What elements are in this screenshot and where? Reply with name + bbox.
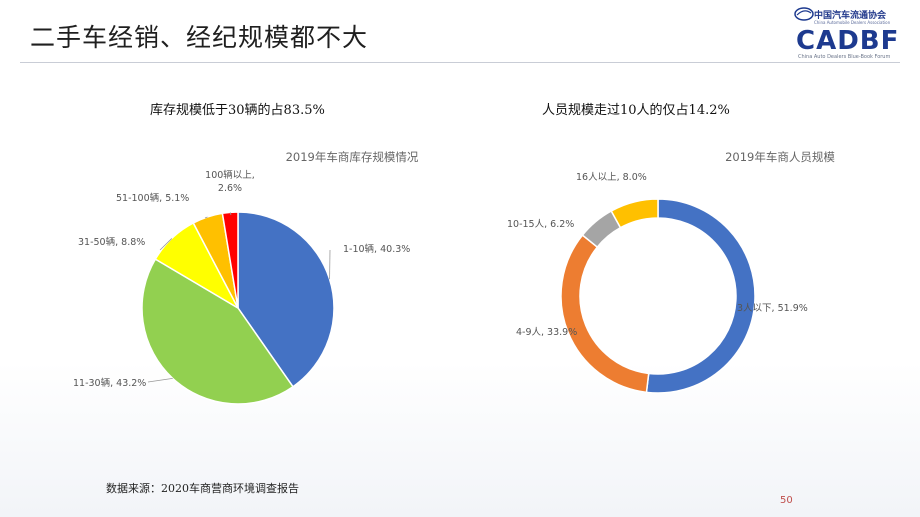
data-label-4-9人: 4-9人, 33.9% — [516, 327, 577, 338]
slice-16人以上 — [610, 198, 659, 229]
logo-wordmark: CADBF — [796, 26, 900, 56]
slice-3人以下 — [645, 198, 756, 394]
leader-line — [204, 216, 208, 219]
data-label-16人以上: 16人以上, 8.0% — [576, 172, 647, 183]
data-label-51-100辆: 51-100辆, 5.1% — [116, 192, 189, 204]
data-label-100辆以上: 100辆以上, 2.6% — [205, 169, 255, 194]
data-source-note: 数据来源：2020车商营商环境调查报告 — [106, 482, 299, 495]
logo-chinese-name: 中国汽车流通协会 — [814, 11, 887, 21]
left-heading: 库存规模低于30辆的占83.5% — [150, 103, 325, 118]
logo-subtitle: China Auto Dealers Blue-Book Forum — [798, 54, 891, 60]
slice-11-30辆 — [141, 258, 294, 405]
logo-english-name: China Automobile Dealers Association — [814, 20, 891, 25]
slide-title: 二手车经销、经纪规模都不大 — [30, 23, 369, 52]
data-label-1-10辆: 1-10辆, 40.3% — [343, 243, 410, 255]
slice-100辆以上 — [221, 211, 239, 309]
data-label-31-50辆: 31-50辆, 8.8% — [78, 236, 145, 248]
leader-line — [229, 212, 232, 216]
title-divider — [20, 62, 900, 63]
cadbf-logo: 中国汽车流通协会 China Automobile Dealers Associ… — [790, 6, 910, 62]
right-heading: 人员规模走过10人的仅占14.2% — [542, 103, 730, 118]
chart-title: 2019年车商库存规模情况 — [286, 150, 419, 164]
chart-2: 2019年车商人员规模 3人以下, 51.9% 4-9人, 33.9% 10-15人,… — [507, 150, 835, 394]
association-emblem-icon — [794, 7, 814, 21]
data-label-11-30辆: 11-30辆, 43.2% — [73, 377, 146, 389]
data-label-10-15人: 10-15人, 6.2% — [507, 219, 574, 230]
leader-line — [159, 238, 173, 251]
chart-1: 2019年车商库存规模情况 1-10辆, 40.3% 11-30辆, 43.2% 31… — [73, 150, 419, 405]
page-number: 50 — [780, 495, 793, 506]
slice-1-10辆 — [237, 211, 335, 388]
slice-4-9人 — [560, 234, 650, 394]
chart-title: 2019年车商人员规模 — [725, 150, 835, 164]
leader-line — [147, 377, 173, 383]
data-label-3人以下: 3人以下, 51.9% — [737, 303, 808, 314]
